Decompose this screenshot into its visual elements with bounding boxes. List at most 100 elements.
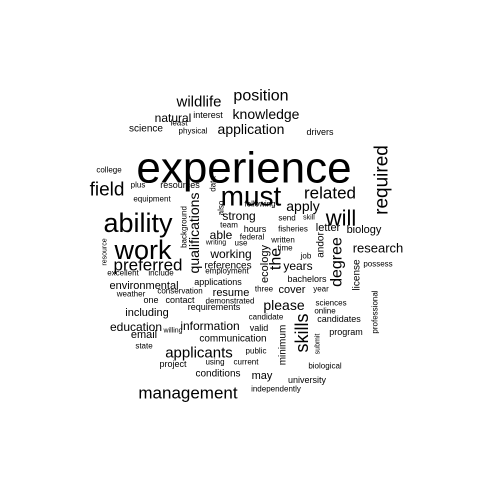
cloud-word-physical: physical — [179, 127, 208, 136]
cloud-word-andor: andor — [316, 232, 327, 258]
cloud-word-demonstrated: demonstrated — [206, 297, 255, 306]
cloud-word-program: program — [329, 327, 363, 337]
cloud-word-skills: skills — [292, 314, 312, 353]
cloud-word-time: time — [277, 244, 293, 253]
cloud-word-wildlife: wildlife — [175, 94, 221, 111]
cloud-word-resume: resume — [213, 287, 250, 299]
cloud-word-also: also — [217, 200, 226, 215]
cloud-word-application: application — [218, 121, 285, 137]
cloud-word-submit: submit — [315, 334, 322, 355]
cloud-word-employment: employment — [205, 267, 249, 276]
cloud-word-minimum: minimum — [278, 325, 289, 366]
cloud-word-bachelors: bachelors — [287, 274, 327, 284]
cloud-word-applications: applications — [194, 277, 242, 287]
cloud-word-independently: independently — [251, 385, 301, 394]
cloud-word-may: may — [252, 370, 273, 382]
cloud-word-hours: hours — [244, 224, 267, 234]
cloud-word-drivers: drivers — [306, 127, 334, 137]
cloud-word-license: license — [352, 259, 363, 291]
cloud-word-writing: writing — [205, 240, 226, 247]
cloud-word-sciences: sciences — [315, 299, 346, 308]
cloud-word-send: send — [278, 214, 295, 223]
cloud-word-resources: resources — [160, 180, 200, 190]
cloud-word-fisheries: fisheries — [278, 225, 308, 234]
cloud-word-job: job — [300, 252, 312, 261]
cloud-word-experience: experience — [136, 144, 351, 193]
cloud-word-the: the — [268, 248, 285, 270]
cloud-word-contact: contact — [165, 295, 195, 305]
cloud-word-including: including — [125, 307, 168, 319]
cloud-word-work: work — [113, 235, 172, 265]
cloud-word-background: background — [180, 206, 189, 248]
cloud-word-information: information — [180, 319, 239, 333]
cloud-word-possess: possess — [363, 260, 392, 269]
cloud-word-university: university — [288, 375, 327, 385]
cloud-word-one: one — [143, 295, 158, 305]
cloud-word-qualifications: qualifications — [186, 193, 202, 274]
cloud-word-equipment: equipment — [133, 195, 171, 204]
cloud-word-project: project — [159, 359, 187, 369]
cloud-word-applicants: applicants — [165, 345, 233, 362]
cloud-word-ability: ability — [103, 208, 173, 238]
cloud-word-apply: apply — [286, 198, 319, 214]
cloud-word-field: field — [90, 180, 125, 201]
cloud-word-written: written — [270, 236, 295, 245]
cloud-word-state: state — [135, 342, 153, 351]
cloud-word-communication: communication — [199, 334, 266, 345]
cloud-word-year: year — [313, 285, 329, 294]
cloud-word-candidate: candidate — [249, 313, 284, 322]
cloud-word-willing: willing — [162, 328, 182, 335]
cloud-word-use: use — [235, 239, 248, 248]
cloud-word-education: education — [110, 320, 162, 334]
cloud-word-biology: biology — [347, 224, 382, 236]
cloud-word-ecology: ecology — [259, 245, 271, 283]
cloud-word-natural: natural — [155, 111, 192, 125]
cloud-word-letter: letter — [316, 222, 341, 234]
cloud-word-following: following — [244, 200, 275, 209]
cloud-word-related: related — [304, 184, 356, 203]
cloud-word-years: years — [283, 259, 312, 273]
cloud-word-public: public — [246, 347, 267, 356]
cloud-word-email: email — [131, 329, 157, 341]
cloud-word-conservation: conservation — [157, 287, 202, 296]
cloud-word-strong: strong — [222, 209, 255, 223]
cloud-word-three: three — [255, 285, 274, 294]
cloud-word-working: working — [209, 247, 251, 261]
cloud-word-weather: weather — [116, 290, 146, 299]
cloud-word-online: online — [314, 307, 336, 316]
cloud-word-preferred: preferred — [114, 256, 183, 275]
cloud-word-candidates: candidates — [317, 314, 361, 324]
cloud-word-science: science — [129, 124, 163, 135]
cloud-word-interest: interest — [193, 110, 223, 120]
cloud-word-team: team — [220, 221, 238, 230]
cloud-word-college: college — [96, 166, 122, 175]
cloud-word-degree: degree — [329, 237, 346, 287]
cloud-word-resource: resource — [102, 238, 109, 265]
cloud-word-references: references — [204, 261, 251, 272]
cloud-word-federal: federal — [240, 233, 265, 242]
cloud-word-data: data — [209, 176, 218, 192]
cloud-word-valid: valid — [250, 323, 269, 333]
cloud-word-using: using — [205, 358, 224, 367]
cloud-word-research: research — [353, 241, 404, 256]
cloud-word-environmental: environmental — [109, 280, 178, 292]
cloud-word-please: please — [263, 297, 304, 313]
cloud-word-knowledge: knowledge — [233, 106, 300, 122]
cloud-word-will: will — [325, 206, 357, 231]
cloud-word-cover: cover — [279, 284, 306, 296]
cloud-word-skill: skill — [303, 215, 315, 222]
cloud-word-current: current — [234, 358, 260, 367]
cloud-word-must: must — [221, 181, 282, 212]
cloud-word-professional: professional — [371, 290, 380, 333]
cloud-word-required: required — [372, 145, 393, 215]
cloud-word-management: management — [138, 384, 238, 403]
cloud-word-include: include — [148, 269, 174, 278]
cloud-word-requirements: requirements — [188, 302, 241, 312]
cloud-word-plus: plus — [131, 181, 146, 190]
cloud-word-least: least — [171, 119, 189, 128]
cloud-word-position: position — [233, 88, 288, 105]
cloud-word-conditions: conditions — [195, 369, 240, 380]
cloud-word-biological: biological — [308, 362, 342, 371]
cloud-word-able: able — [210, 228, 233, 242]
